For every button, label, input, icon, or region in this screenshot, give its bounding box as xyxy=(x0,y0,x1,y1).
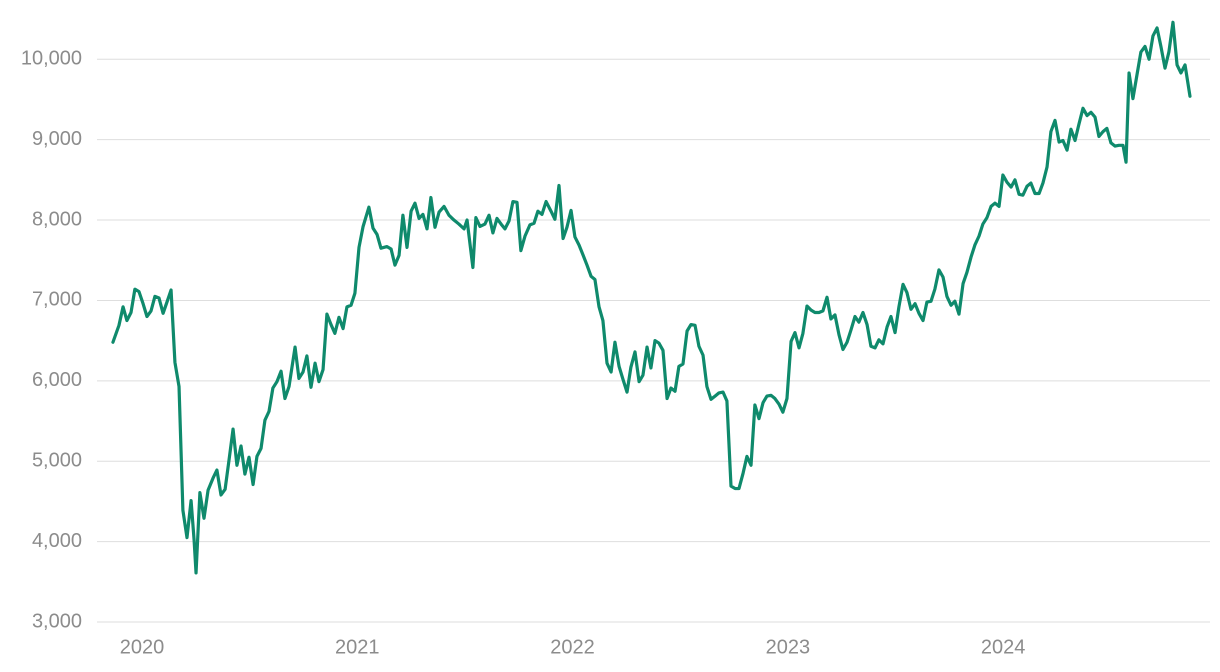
x-tick-label: 2022 xyxy=(550,636,595,658)
y-tick-label: 5,000 xyxy=(32,450,82,472)
x-tick-label: 2021 xyxy=(335,636,380,658)
y-tick-label: 9,000 xyxy=(32,128,82,150)
y-tick-label: 8,000 xyxy=(32,208,82,230)
x-tick-label: 2023 xyxy=(766,636,811,658)
y-tick-label: 4,000 xyxy=(32,530,82,552)
y-tick-label: 7,000 xyxy=(32,289,82,311)
y-tick-label: 10,000 xyxy=(21,48,82,70)
data-line xyxy=(111,20,1192,575)
y-tick-label: 6,000 xyxy=(32,369,82,391)
x-tick-label: 2020 xyxy=(120,636,165,658)
y-tick-label: 3,000 xyxy=(32,610,82,632)
x-tick-label: 2024 xyxy=(981,636,1026,658)
